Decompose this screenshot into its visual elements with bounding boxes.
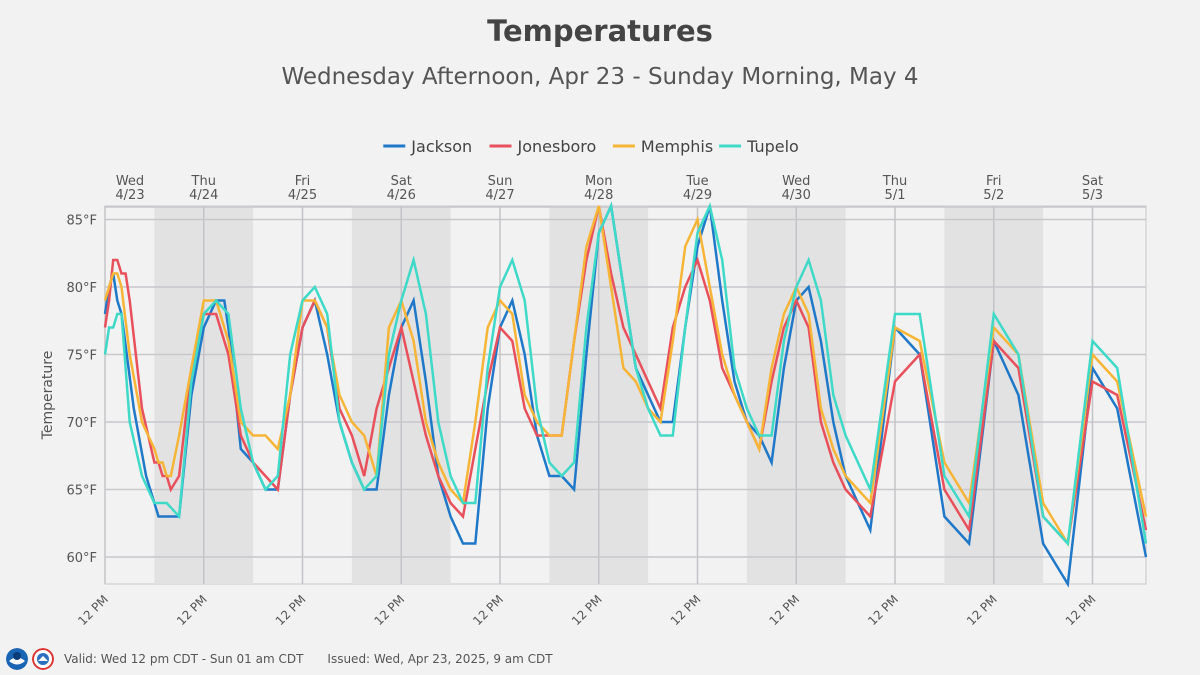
date-label: 4/25: [288, 188, 317, 203]
date-label: 5/2: [983, 188, 1004, 203]
day-label: Fri: [986, 174, 1002, 189]
noaa-logo-icon: [6, 648, 28, 670]
date-label: 4/27: [485, 188, 514, 203]
series-line-tupelo: [103, 201, 1148, 547]
y-tick-label: 75°F: [66, 349, 97, 364]
legend-label-jackson: Jackson: [410, 137, 472, 156]
x-tick-label: 12 PM: [470, 592, 506, 628]
valid-period-text: Valid: Wed 12 pm CDT - Sun 01 am CDT: [64, 652, 304, 666]
date-label: 4/24: [189, 188, 218, 203]
chart-subtitle: Wednesday Afternoon, Apr 23 - Sunday Mor…: [281, 64, 919, 90]
x-tick-label: 12 PM: [865, 592, 901, 628]
day-label: Wed: [782, 174, 810, 189]
y-tick-label: 80°F: [66, 281, 97, 296]
day-label: Fri: [295, 174, 311, 189]
day-label: Sat: [391, 174, 412, 189]
x-tick-label: 12 PM: [668, 592, 704, 628]
issued-text: Issued: Wed, Apr 23, 2025, 9 am CDT: [327, 652, 553, 666]
day-label: Tue: [685, 174, 708, 189]
series-line-memphis: [103, 205, 1148, 548]
x-tick-label: 12 PM: [75, 592, 111, 628]
legend-label-jonesboro: Jonesboro: [517, 137, 597, 156]
day-label: Thu: [882, 174, 907, 189]
legend-label-memphis: Memphis: [641, 137, 713, 156]
date-label: 4/26: [387, 188, 416, 203]
series-line-jackson: [103, 201, 1148, 588]
y-tick-label: 70°F: [66, 416, 97, 431]
footer: Valid: Wed 12 pm CDT - Sun 01 am CDT Iss…: [6, 646, 553, 672]
y-tick-label: 60°F: [66, 551, 97, 566]
date-label: 4/29: [683, 188, 712, 203]
x-tick-label: 12 PM: [372, 592, 408, 628]
nws-logo-icon: [32, 648, 54, 670]
y-tick-label: 85°F: [66, 214, 97, 229]
chart-title: Temperatures: [487, 14, 713, 48]
x-tick-label: 12 PM: [767, 592, 803, 628]
series-line-jonesboro: [103, 205, 1148, 547]
y-axis-label: Temperature: [40, 351, 56, 441]
day-label: Sun: [488, 174, 513, 189]
day-label: Thu: [191, 174, 216, 189]
legend-label-tupelo: Tupelo: [746, 137, 799, 156]
x-tick-label: 12 PM: [174, 592, 210, 628]
x-tick-label: 12 PM: [964, 592, 1000, 628]
y-tick-label: 65°F: [66, 484, 97, 499]
date-label: 5/3: [1082, 188, 1103, 203]
x-tick-label: 12 PM: [1063, 592, 1099, 628]
date-label: 4/30: [782, 188, 811, 203]
day-label: Sat: [1082, 174, 1103, 189]
x-tick-label: 12 PM: [569, 592, 605, 628]
date-label: 4/23: [115, 188, 144, 203]
x-tick-label: 12 PM: [273, 592, 309, 628]
date-label: 4/28: [584, 188, 613, 203]
day-label: Mon: [585, 174, 612, 189]
date-label: 5/1: [885, 188, 906, 203]
day-label: Wed: [116, 174, 144, 189]
